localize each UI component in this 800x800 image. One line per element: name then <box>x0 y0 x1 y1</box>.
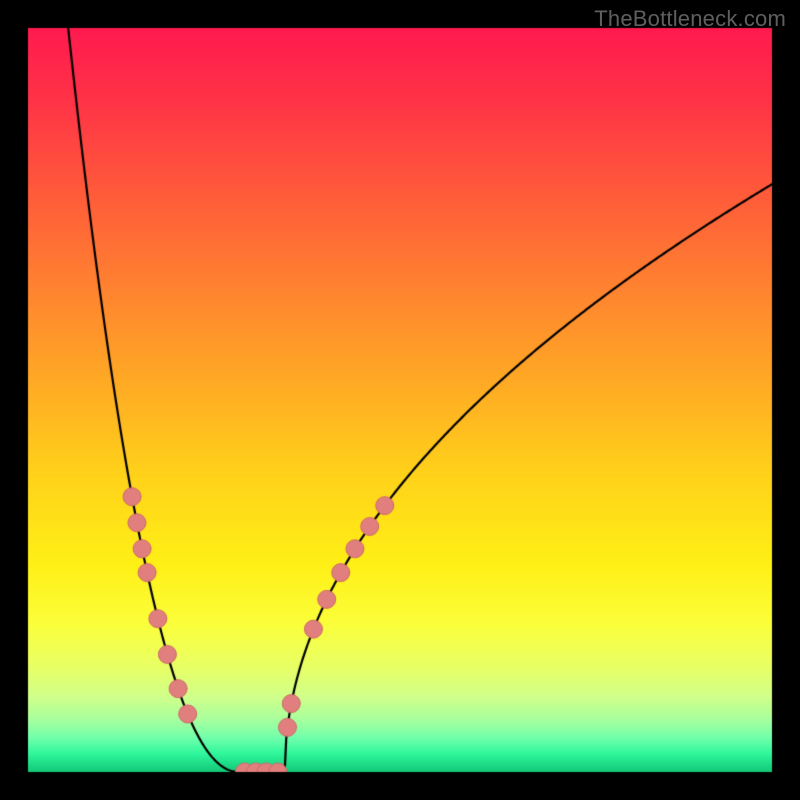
bottleneck-curve-chart <box>0 0 800 800</box>
watermark-text: TheBottleneck.com <box>594 6 786 32</box>
